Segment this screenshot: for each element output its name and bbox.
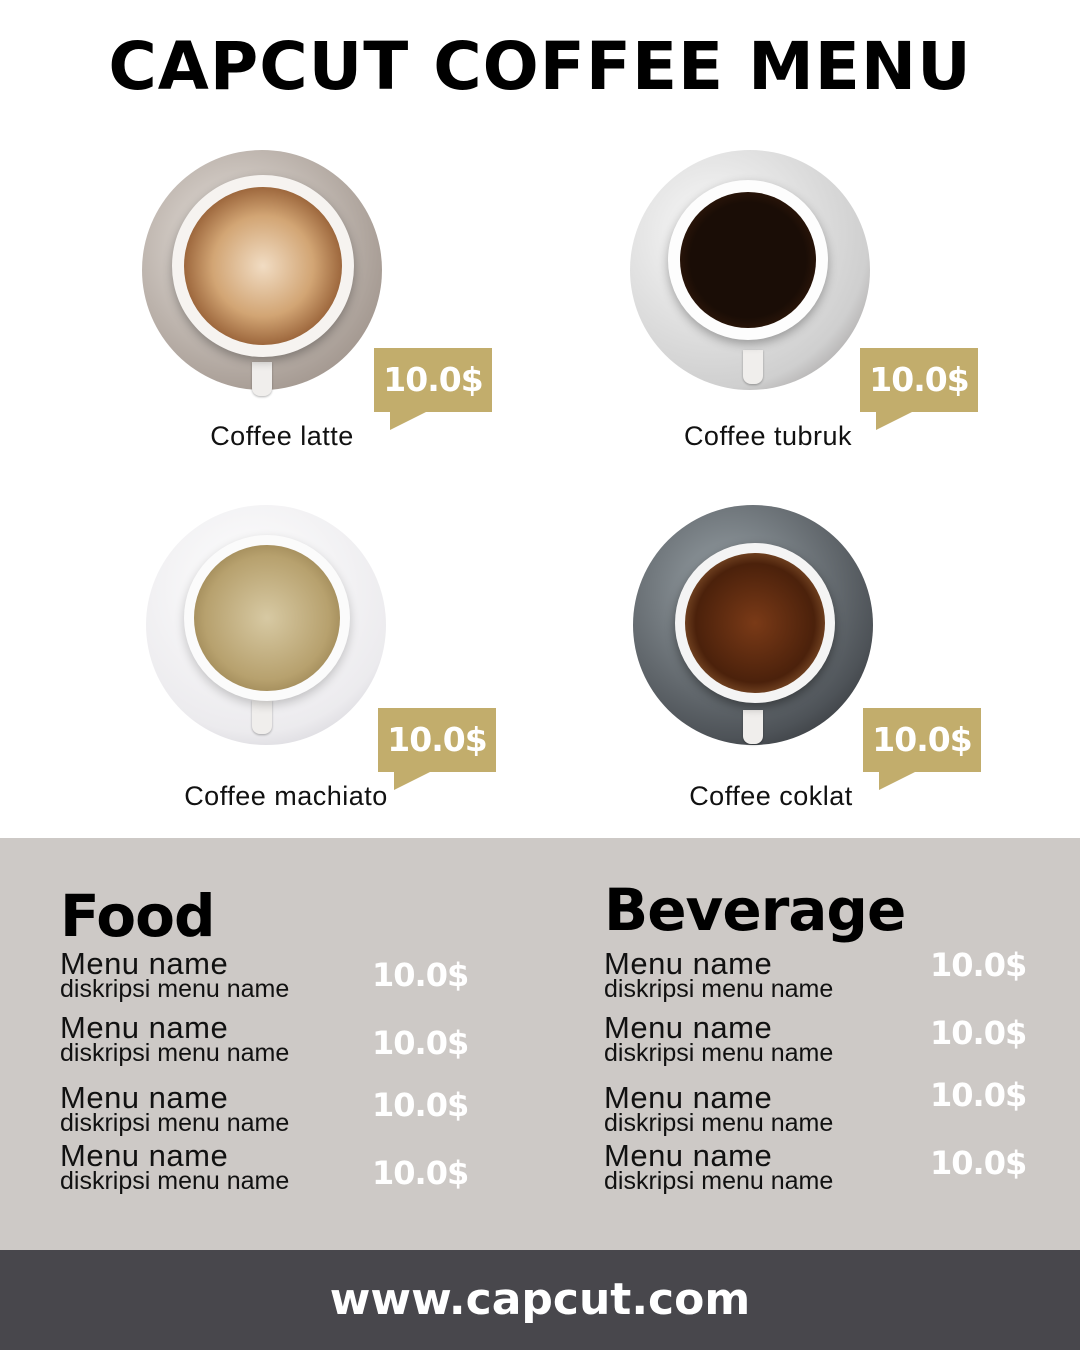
- beverage-item: Menu name diskripsi menu name: [604, 1138, 834, 1195]
- beverage-title: Beverage: [604, 876, 906, 944]
- beverage-price: 10.0$: [930, 1014, 1027, 1052]
- beverage-price: 10.0$: [930, 946, 1027, 984]
- coffee-tubruk-image: [630, 150, 870, 390]
- coffee-coklat-image: [633, 505, 873, 745]
- beverage-item: Menu name diskripsi menu name: [604, 946, 834, 1003]
- item-label-coklat: Coffee coklat: [689, 781, 853, 811]
- footer-website-link[interactable]: www.capcut.com: [0, 1250, 1080, 1350]
- food-price: 10.0$: [372, 956, 469, 994]
- coffee-machiato-image: [146, 505, 386, 745]
- food-price: 10.0$: [372, 1086, 469, 1124]
- food-item: Menu name diskripsi menu name: [60, 1080, 290, 1137]
- item-label-latte: Coffee latte: [210, 421, 354, 451]
- food-title: Food: [60, 882, 215, 950]
- food-item: Menu name diskripsi menu name: [60, 946, 290, 1003]
- price-tag-latte: 10.0$: [374, 348, 492, 430]
- beverage-item: Menu name diskripsi menu name: [604, 1080, 834, 1137]
- beverage-price: 10.0$: [930, 1076, 1027, 1114]
- price-tag-machiato: 10.0$: [378, 708, 496, 790]
- price-tag-coklat: 10.0$: [863, 708, 981, 790]
- coffee-latte-image: [142, 150, 382, 396]
- food-item: Menu name diskripsi menu name: [60, 1010, 290, 1067]
- food-item: Menu name diskripsi menu name: [60, 1138, 290, 1195]
- food-price: 10.0$: [372, 1024, 469, 1062]
- food-price: 10.0$: [372, 1154, 469, 1192]
- item-label-machiato: Coffee machiato: [184, 781, 388, 811]
- page-title: CAPCUT COFFEE MENU: [108, 28, 972, 105]
- price-tag-tubruk: 10.0$: [860, 348, 978, 430]
- beverage-price: 10.0$: [930, 1144, 1027, 1182]
- beverage-item: Menu name diskripsi menu name: [604, 1010, 834, 1067]
- item-label-tubruk: Coffee tubruk: [683, 421, 853, 451]
- menu-section: Food Beverage Menu name diskripsi menu na…: [0, 838, 1080, 1250]
